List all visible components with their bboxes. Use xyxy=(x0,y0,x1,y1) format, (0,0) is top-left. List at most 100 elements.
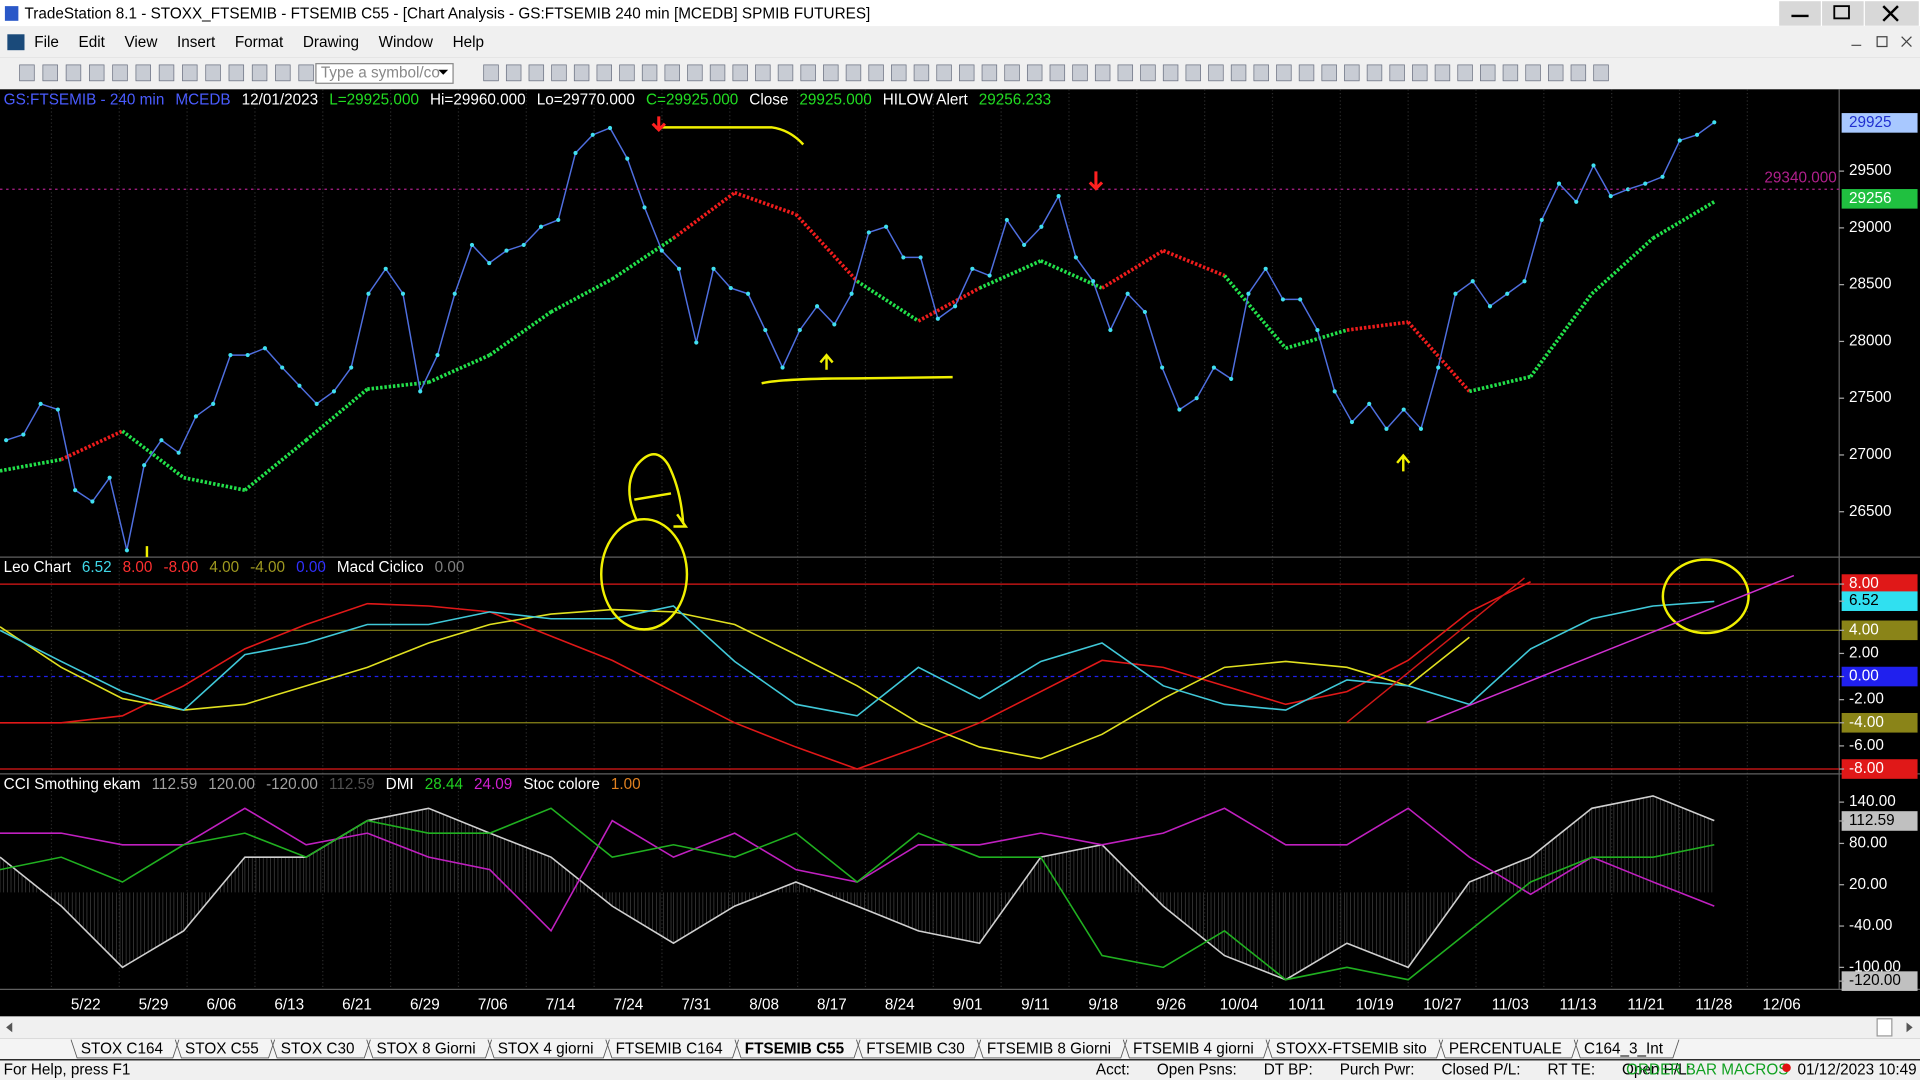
tool-button[interactable] xyxy=(528,64,545,82)
tool-button[interactable] xyxy=(1344,64,1360,82)
pane-header-item: GS:FTSEMIB - 240 min xyxy=(4,91,165,108)
menu-item[interactable]: Help xyxy=(453,34,484,51)
tool-button[interactable] xyxy=(1593,64,1609,82)
tool-button[interactable] xyxy=(1570,64,1587,82)
tool-button[interactable] xyxy=(65,64,82,82)
tool-button[interactable] xyxy=(1502,64,1519,82)
workspace-tab[interactable]: FTSEMIB C164 xyxy=(616,1040,724,1057)
menu-item[interactable]: Insert xyxy=(177,34,216,51)
tool-button[interactable] xyxy=(800,64,816,82)
restore-button[interactable] xyxy=(1822,1,1864,26)
tool-button[interactable] xyxy=(1094,64,1111,82)
tool-button[interactable] xyxy=(1276,64,1292,82)
tool-button[interactable] xyxy=(1366,64,1383,82)
tool-button[interactable] xyxy=(228,64,245,82)
mdi-controls[interactable] xyxy=(1851,36,1912,48)
tool-button[interactable] xyxy=(596,64,612,82)
workspace-tab[interactable]: FTSEMIB 8 Giorni xyxy=(987,1040,1111,1057)
price-point xyxy=(1591,163,1596,168)
minimize-button[interactable] xyxy=(1779,1,1821,26)
menu-item[interactable]: Drawing xyxy=(303,34,359,51)
tool-button[interactable] xyxy=(112,64,128,82)
tool-button[interactable] xyxy=(687,64,703,82)
tool-button[interactable] xyxy=(89,64,105,82)
tool-button[interactable] xyxy=(1412,64,1428,82)
workspace-tab[interactable]: STOX C164 xyxy=(81,1040,164,1057)
tool-button[interactable] xyxy=(891,64,907,82)
menu-item[interactable]: View xyxy=(124,34,158,51)
tool-button[interactable] xyxy=(823,64,839,82)
workspace-tab[interactable]: STOX 8 Giorni xyxy=(377,1040,476,1057)
tool-button[interactable] xyxy=(1389,64,1405,82)
workspace-tab[interactable]: STOX C30 xyxy=(281,1040,355,1057)
tool-button[interactable] xyxy=(158,64,175,82)
tool-button[interactable] xyxy=(868,64,884,82)
tool-button[interactable] xyxy=(755,64,771,82)
tool-button[interactable] xyxy=(1548,64,1564,82)
tool-button[interactable] xyxy=(251,64,268,82)
tool-button[interactable] xyxy=(981,64,998,82)
tool-button[interactable] xyxy=(19,64,35,82)
tool-button[interactable] xyxy=(505,64,522,82)
tool-button[interactable] xyxy=(205,64,221,82)
workspace-tab[interactable]: FTSEMIB C55 xyxy=(745,1040,845,1057)
tool-button[interactable] xyxy=(135,64,151,82)
workspace-tab[interactable]: STOX C55 xyxy=(185,1040,259,1057)
tool-button[interactable] xyxy=(913,64,930,82)
tool-button[interactable] xyxy=(1434,64,1451,82)
tool-button[interactable] xyxy=(936,64,952,82)
y-tick-label: -120.00 xyxy=(1849,972,1901,989)
tool-button[interactable] xyxy=(1457,64,1473,82)
tool-button[interactable] xyxy=(275,64,291,82)
tool-button[interactable] xyxy=(1026,64,1043,82)
price-point xyxy=(676,266,682,271)
workspace-tab[interactable]: STOX 4 giorni xyxy=(498,1040,594,1057)
tool-button[interactable] xyxy=(619,64,635,82)
price-point xyxy=(297,383,302,388)
tool-button[interactable] xyxy=(1162,64,1179,82)
tool-button[interactable] xyxy=(182,64,198,82)
workspace-tab[interactable]: PERCENTUALE xyxy=(1449,1040,1562,1057)
tool-button[interactable] xyxy=(1185,64,1201,82)
tool-button[interactable] xyxy=(959,64,975,82)
tool-button[interactable] xyxy=(298,64,314,82)
workspace-tab[interactable]: FTSEMIB 4 giorni xyxy=(1133,1040,1254,1057)
menu-item[interactable]: Window xyxy=(379,34,434,51)
tool-button[interactable] xyxy=(1480,64,1496,82)
tool-button[interactable] xyxy=(1140,64,1156,82)
price-point xyxy=(331,389,337,394)
tool-button[interactable] xyxy=(483,64,499,82)
tool-button[interactable] xyxy=(845,64,862,82)
workspace-tab[interactable]: C164_3_Int xyxy=(1584,1040,1664,1057)
price-point xyxy=(418,389,423,394)
tool-button[interactable] xyxy=(777,64,794,82)
tool-button[interactable] xyxy=(1298,64,1315,82)
price-point xyxy=(1712,120,1717,125)
menu-item[interactable]: File xyxy=(34,34,59,51)
tool-button[interactable] xyxy=(1072,64,1088,82)
tool-button[interactable] xyxy=(709,64,726,82)
tool-button[interactable] xyxy=(1525,64,1541,82)
tool-button[interactable] xyxy=(1230,64,1247,82)
tool-button[interactable] xyxy=(1049,64,1066,82)
symbol-input[interactable] xyxy=(315,63,454,84)
tool-button[interactable] xyxy=(1253,64,1269,82)
tool-button[interactable] xyxy=(732,64,748,82)
tool-button[interactable] xyxy=(641,64,658,82)
tool-button[interactable] xyxy=(551,64,567,82)
workspace-tab[interactable]: FTSEMIB C30 xyxy=(866,1040,965,1057)
scrollbar[interactable] xyxy=(0,1016,1920,1039)
tool-button[interactable] xyxy=(1004,64,1020,82)
status-macros[interactable]: ORDER BAR MACROS xyxy=(1626,1061,1788,1078)
price-point xyxy=(1522,279,1527,284)
tool-button[interactable] xyxy=(1208,64,1224,82)
menu-item[interactable]: Format xyxy=(235,34,284,51)
workspace-tab[interactable]: STOXX-FTSEMIB sito xyxy=(1276,1040,1427,1057)
price-point xyxy=(176,450,181,455)
tool-button[interactable] xyxy=(42,64,58,82)
tool-button[interactable] xyxy=(1321,64,1337,82)
tool-button[interactable] xyxy=(1117,64,1134,82)
menu-item[interactable]: Edit xyxy=(79,34,106,51)
tool-button[interactable] xyxy=(573,64,590,82)
tool-button[interactable] xyxy=(664,64,680,82)
